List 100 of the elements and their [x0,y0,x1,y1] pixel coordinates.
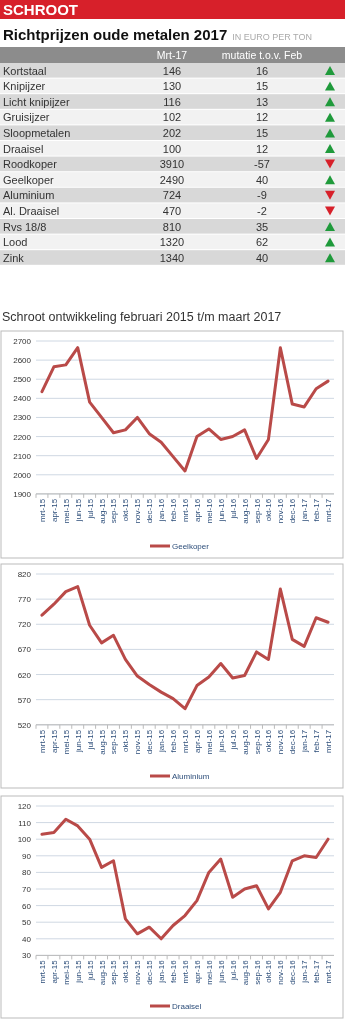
x-tick-label: mei-16 [204,729,214,755]
series-label: Mrt-17 [156,49,188,61]
category-label: Rvs 18/8 [3,220,47,233]
y-tick-label: 770 [17,595,32,605]
x-tick-label: feb-17 [312,729,322,753]
y-tick-label: 570 [17,695,32,705]
x-tick-label: mei-15 [61,729,71,755]
x-tick-label: jul-16 [228,959,238,981]
y-tick-label: 50 [22,918,32,928]
x-tick-label: jan-16 [157,729,167,754]
y-tick-label: 100 [17,835,32,845]
x-tick-label: apr-15 [49,959,59,984]
y-tick-label: 820 [17,570,32,579]
x-tick-label: dec-16 [288,498,298,524]
x-tick-label: dec-15 [145,729,155,755]
x-tick-label: okt-16 [264,959,274,983]
x-tick-label: feb-16 [169,729,179,753]
x-tick-label: mei-15 [61,959,71,985]
category-label: Aluminium [3,189,55,202]
category-label: Zink [3,251,25,264]
y-tick-label: 70 [22,885,32,894]
line-series [40,585,330,711]
x-tick-label: jul-15 [85,729,95,751]
y-tick-label: 80 [22,868,32,878]
x-tick-label: mrt-17 [324,959,334,984]
data-label: 130 [162,80,182,93]
x-tick-label: jun-15 [73,498,83,523]
data-label: 3910 [159,158,185,171]
x-tick-label: nov-15 [133,498,143,524]
category-label: Geelkoper [3,173,55,186]
x-tick-label: jan-16 [157,498,167,523]
data-label: 146 [162,64,182,77]
x-tick-label: okt-16 [264,498,274,522]
x-tick-label: sep-16 [252,729,262,755]
data-label: 15 [255,80,269,93]
x-tick-label: mei-15 [61,498,71,524]
x-tick-label: jan-17 [300,959,310,984]
data-label: 116 [163,95,181,108]
x-tick-label: nov-16 [276,498,286,524]
text: IN EURO PER TON [232,32,312,42]
data-label: 2490 [159,173,185,186]
y-tick-label: 120 [17,802,32,811]
x-tick-label: aug-15 [97,959,107,986]
y-tick-label: 520 [17,720,32,730]
data-label: 1320 [159,236,185,249]
x-tick-label: jun-16 [216,729,226,754]
category-label: Gruisijzer [3,111,50,124]
x-tick-label: sep-16 [252,959,262,985]
x-tick-label: aug-16 [240,729,250,755]
x-tick-label: mrt-16 [181,498,190,523]
x-tick-label: nov-16 [276,729,286,755]
x-tick-label: sep-15 [109,959,119,985]
x-tick-label: jun-16 [216,498,226,523]
x-tick-label: jul-16 [228,498,238,520]
data-label: 1340 [159,251,185,264]
y-tick-label: 620 [17,670,32,680]
data-label: -57 [254,158,270,171]
x-tick-label: sep-16 [252,498,262,524]
category-label: Kortstaal [3,64,47,77]
x-tick-label: nov-16 [276,959,286,985]
x-tick-label: jun-15 [73,959,83,984]
x-tick-label: apr-16 [192,729,202,753]
line-series [40,346,330,473]
category-label: Al. Draaisel [3,204,60,217]
x-tick-label: mrt-17 [324,729,334,753]
x-tick-label: mrt-17 [324,498,334,523]
data-label: 15 [255,126,269,139]
data-label: 12 [255,142,269,155]
x-tick-label: mei-16 [204,498,214,524]
category-label: Knipijzer [3,80,46,93]
category-label: Draaisel [3,142,44,155]
y-tick-label: 2600 [13,356,32,366]
x-tick-label: feb-16 [169,959,179,984]
data-label: 102 [162,111,182,124]
chart-title: Schroot ontwikkeling februari 2015 t/m maart 2017 [2,310,282,324]
x-tick-label: dec-15 [145,959,155,985]
x-tick-label: apr-16 [192,498,202,523]
data-label: -2 [257,204,267,217]
y-tick-label: 30 [22,951,32,961]
x-tick-label: feb-17 [312,959,322,984]
data-label: 40 [255,173,269,186]
text: mutatie t.o.v. Feb [221,49,303,61]
y-tick-label: 1900 [13,489,32,499]
y-tick-label: 40 [22,934,32,944]
category-label: Roodkoper [3,158,58,171]
x-tick-label: apr-15 [49,729,59,753]
data-label: 810 [162,220,182,233]
data-label: 100 [162,142,182,155]
data-label: 13 [255,95,269,108]
x-tick-label: mrt-15 [37,498,47,523]
data-label: 470 [162,204,182,217]
x-tick-label: nov-15 [133,959,143,985]
x-tick-label: mrt-16 [181,959,190,984]
text: Richtprijzen oude metalen 2017 [3,26,228,43]
y-tick-label: 2500 [13,375,32,385]
x-tick-label: aug-15 [97,498,107,524]
category-label: Lood [3,236,28,249]
x-tick-label: apr-15 [49,498,59,523]
x-tick-label: dec-15 [145,498,155,524]
x-tick-label: feb-17 [312,498,322,522]
